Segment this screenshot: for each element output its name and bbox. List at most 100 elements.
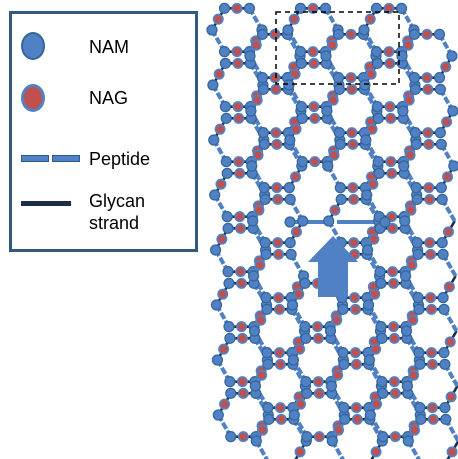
nam-node xyxy=(377,431,389,443)
nag-node xyxy=(217,288,229,300)
nam-node xyxy=(398,160,410,172)
nam-node xyxy=(337,347,349,359)
nag-node xyxy=(442,226,454,238)
nag-node xyxy=(409,424,421,436)
nag-node xyxy=(388,376,400,388)
nag-node xyxy=(272,193,284,205)
nam-node xyxy=(433,28,446,40)
nag-node xyxy=(290,226,302,238)
nag-node xyxy=(332,369,344,381)
nag-node xyxy=(369,288,381,300)
nag-node xyxy=(346,83,358,95)
nag-node xyxy=(270,127,282,139)
nag-node xyxy=(255,314,267,326)
nag-node xyxy=(213,68,225,80)
nag-node xyxy=(365,68,377,80)
nam-node xyxy=(448,160,458,172)
nam-node xyxy=(261,347,273,359)
nam-node xyxy=(400,325,413,337)
nam-node xyxy=(284,216,296,228)
nam-node xyxy=(210,299,223,311)
nag-node xyxy=(236,332,248,344)
nam-node xyxy=(437,292,449,304)
nam-node xyxy=(371,101,383,113)
nag-node xyxy=(269,28,281,40)
nam-node xyxy=(435,138,447,150)
nag-node xyxy=(388,332,400,344)
nam-node xyxy=(258,138,270,150)
nag-node xyxy=(446,446,458,458)
nag-node xyxy=(405,204,417,216)
nam-node xyxy=(284,237,296,249)
nam-node xyxy=(437,248,449,260)
nag-node xyxy=(425,248,437,260)
nam-node xyxy=(284,134,296,146)
nam-node xyxy=(263,413,275,425)
nam-node xyxy=(211,354,223,366)
nag-node xyxy=(231,46,243,58)
nam-node xyxy=(258,182,270,194)
nam-node xyxy=(320,50,332,62)
nag-node xyxy=(308,57,320,69)
nag-circle-icon xyxy=(21,84,45,112)
nam-node xyxy=(294,2,307,14)
nag-node xyxy=(232,57,244,69)
nag-node xyxy=(367,178,379,190)
nam-node xyxy=(222,266,234,278)
legend-nag-label: NAG xyxy=(89,88,129,108)
nag-node xyxy=(309,112,321,124)
nam-node xyxy=(282,24,294,36)
nag-node xyxy=(440,61,452,73)
nag-node xyxy=(257,424,269,436)
nag-node xyxy=(214,123,226,135)
nam-node xyxy=(256,72,269,84)
nam-node xyxy=(243,2,256,14)
nam-node xyxy=(395,2,408,14)
nag-node xyxy=(383,2,395,14)
nam-node xyxy=(439,358,451,370)
nag-node xyxy=(290,123,302,135)
nam-node xyxy=(324,325,337,337)
nag-node xyxy=(250,39,262,51)
nam-node xyxy=(376,332,388,344)
nag-node xyxy=(425,292,437,304)
nam-node xyxy=(294,46,307,58)
highlight-box xyxy=(275,11,400,85)
nam-node xyxy=(260,292,272,304)
nam-node xyxy=(400,270,412,282)
nam-node xyxy=(438,347,450,359)
nam-node xyxy=(219,101,231,113)
nam-node xyxy=(319,2,332,14)
nam-node xyxy=(225,431,237,443)
nam-node xyxy=(376,376,388,388)
nag-node xyxy=(307,46,319,58)
nam-node xyxy=(411,193,423,205)
nam-node xyxy=(374,266,386,278)
nam-node xyxy=(332,72,345,84)
nam-node xyxy=(219,57,231,69)
nag-node xyxy=(275,413,287,425)
nam-node xyxy=(221,211,233,223)
nag-node xyxy=(271,138,283,150)
nam-node xyxy=(338,402,350,414)
nam-node xyxy=(338,358,350,370)
nam-node xyxy=(259,237,271,249)
nam-node xyxy=(283,79,295,91)
nam-node xyxy=(358,24,370,36)
nag-node xyxy=(424,237,436,249)
nag-node xyxy=(312,332,324,344)
nag-node xyxy=(274,347,286,359)
nag-node xyxy=(252,149,264,161)
nam-node xyxy=(295,57,308,69)
nam-node xyxy=(375,321,387,333)
nag-node xyxy=(423,182,435,194)
nag-node xyxy=(273,248,285,260)
nam-node xyxy=(438,303,450,315)
nam-node xyxy=(259,193,271,205)
nam-node xyxy=(413,303,425,315)
nam-node xyxy=(446,50,458,62)
legend-glycan-label: Glycan strand xyxy=(89,191,146,233)
nam-node xyxy=(257,127,270,139)
nag-node xyxy=(422,127,434,139)
nag-node xyxy=(295,398,307,410)
